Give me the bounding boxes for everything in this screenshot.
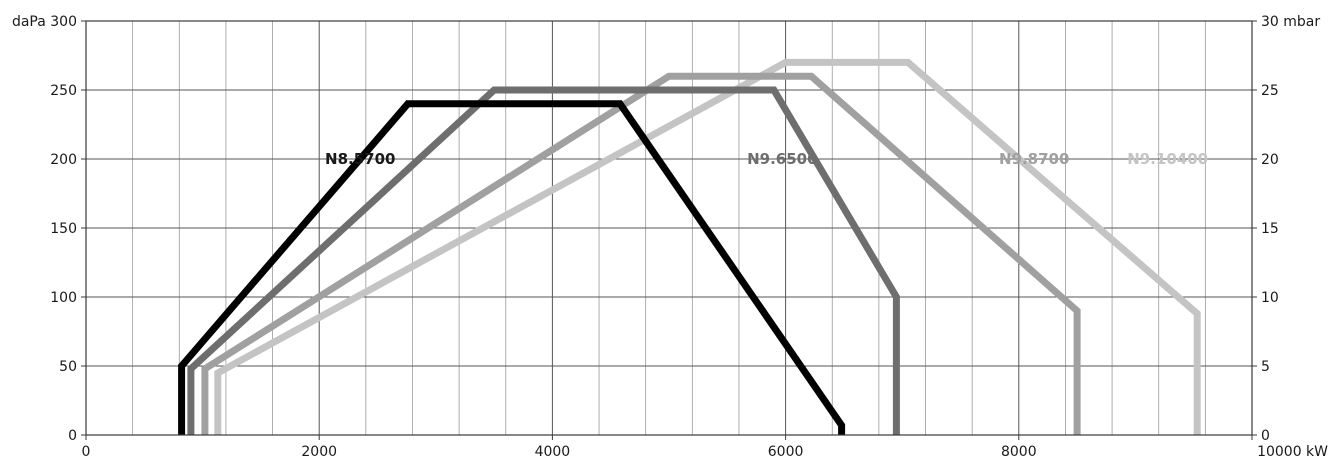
y2-tick-label: 25 <box>1261 83 1279 99</box>
x-tick-label: 4000 <box>535 444 571 460</box>
y-tick-label: 150 <box>50 221 77 237</box>
series-label: N9.10400 <box>1127 150 1208 168</box>
y-tick-label: 200 <box>50 152 77 168</box>
y2-tick-label: 20 <box>1261 152 1279 168</box>
y2-tick-label: 15 <box>1261 221 1279 237</box>
y-tick-label: daPa 300 <box>12 14 77 30</box>
series-label: N9.6500 <box>747 150 817 168</box>
series-line <box>178 100 846 435</box>
x-tick-label: 10000 kW <box>1257 444 1328 460</box>
x-tick-label: 6000 <box>768 444 804 460</box>
y2-tick-label: 30 mbar <box>1261 14 1320 30</box>
y-tick-label: 0 <box>68 428 77 444</box>
x-tick-label: 0 <box>82 444 91 460</box>
series-line <box>187 86 900 435</box>
y2-tick-label: 5 <box>1261 359 1270 375</box>
chart-series <box>178 58 1201 435</box>
y2-tick-label: 10 <box>1261 290 1279 306</box>
chart-axes: 0 2000 4000 6000 8000 10000 kW050100150200250… <box>12 14 1328 460</box>
series-label: N9.8700 <box>999 150 1069 168</box>
series-label: N8.5700 <box>325 150 395 168</box>
series-line <box>201 72 1081 435</box>
series-labels: N8.5700 N9.6500 N9.8700 N9.10400 <box>325 150 1208 168</box>
y-tick-label: 250 <box>50 83 77 99</box>
series-line <box>214 58 1201 435</box>
y2-tick-label: 0 <box>1261 428 1270 444</box>
x-tick-label: 8000 <box>1001 444 1037 460</box>
y-tick-label: 50 <box>59 359 77 375</box>
y-tick-label: 100 <box>50 290 77 306</box>
x-tick-label: 2000 <box>301 444 337 460</box>
